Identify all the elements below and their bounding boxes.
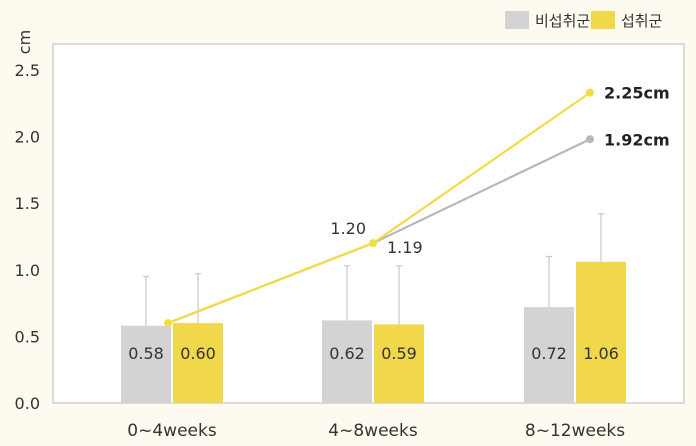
line-point [586, 135, 594, 144]
bar-value-label: 0.72 [531, 344, 567, 363]
bar-intake [173, 323, 223, 403]
bar-value-label: 1.06 [583, 344, 619, 363]
line-end-label: 1.92cm [604, 130, 670, 149]
legend-label: 비섭취군 [535, 12, 590, 30]
bar-control [121, 325, 171, 403]
legend-label: 섭취군 [621, 12, 663, 30]
line-point [164, 319, 172, 328]
line-point [369, 239, 377, 248]
bars [121, 213, 626, 403]
bar-control [524, 307, 574, 403]
x-category-label: 8~12weeks [525, 421, 625, 441]
bar-value-label: 0.58 [128, 344, 164, 363]
data-labels: 0.58 0.62 0.72 0.60 0.59 1.06 1.92cm 2.25cm 1.20… [128, 84, 669, 363]
line-end-label: 2.25cm [604, 84, 670, 103]
midpoint-label-lower: 1.19 [387, 238, 423, 257]
midpoint-label-upper: 1.20 [330, 219, 366, 238]
bar-value-label: 0.59 [381, 344, 417, 363]
legend: 비섭취군 섭취군 [505, 11, 663, 30]
x-category-label: 0~4weeks [127, 421, 217, 441]
line-point [586, 88, 594, 97]
cumulative-lines [164, 88, 594, 328]
y-tick-label: 2.0 [15, 128, 40, 147]
y-tick-label: 1.0 [15, 261, 40, 280]
legend-swatch [505, 11, 529, 29]
legend-swatch [591, 11, 615, 29]
bar-value-label: 0.62 [329, 344, 365, 363]
y-tick-label: 2.5 [15, 61, 40, 80]
y-tick-label: 1.5 [15, 194, 40, 213]
y-unit-label: cm [15, 30, 34, 54]
bar-control [322, 320, 372, 403]
bar-intake [576, 261, 626, 403]
y-tick-label: 0.5 [15, 327, 40, 346]
y-tick-label: 0.0 [15, 394, 40, 413]
bar-value-label: 0.60 [180, 344, 216, 363]
x-category-label: 4~8weeks [328, 421, 418, 441]
bar-intake [374, 324, 424, 403]
